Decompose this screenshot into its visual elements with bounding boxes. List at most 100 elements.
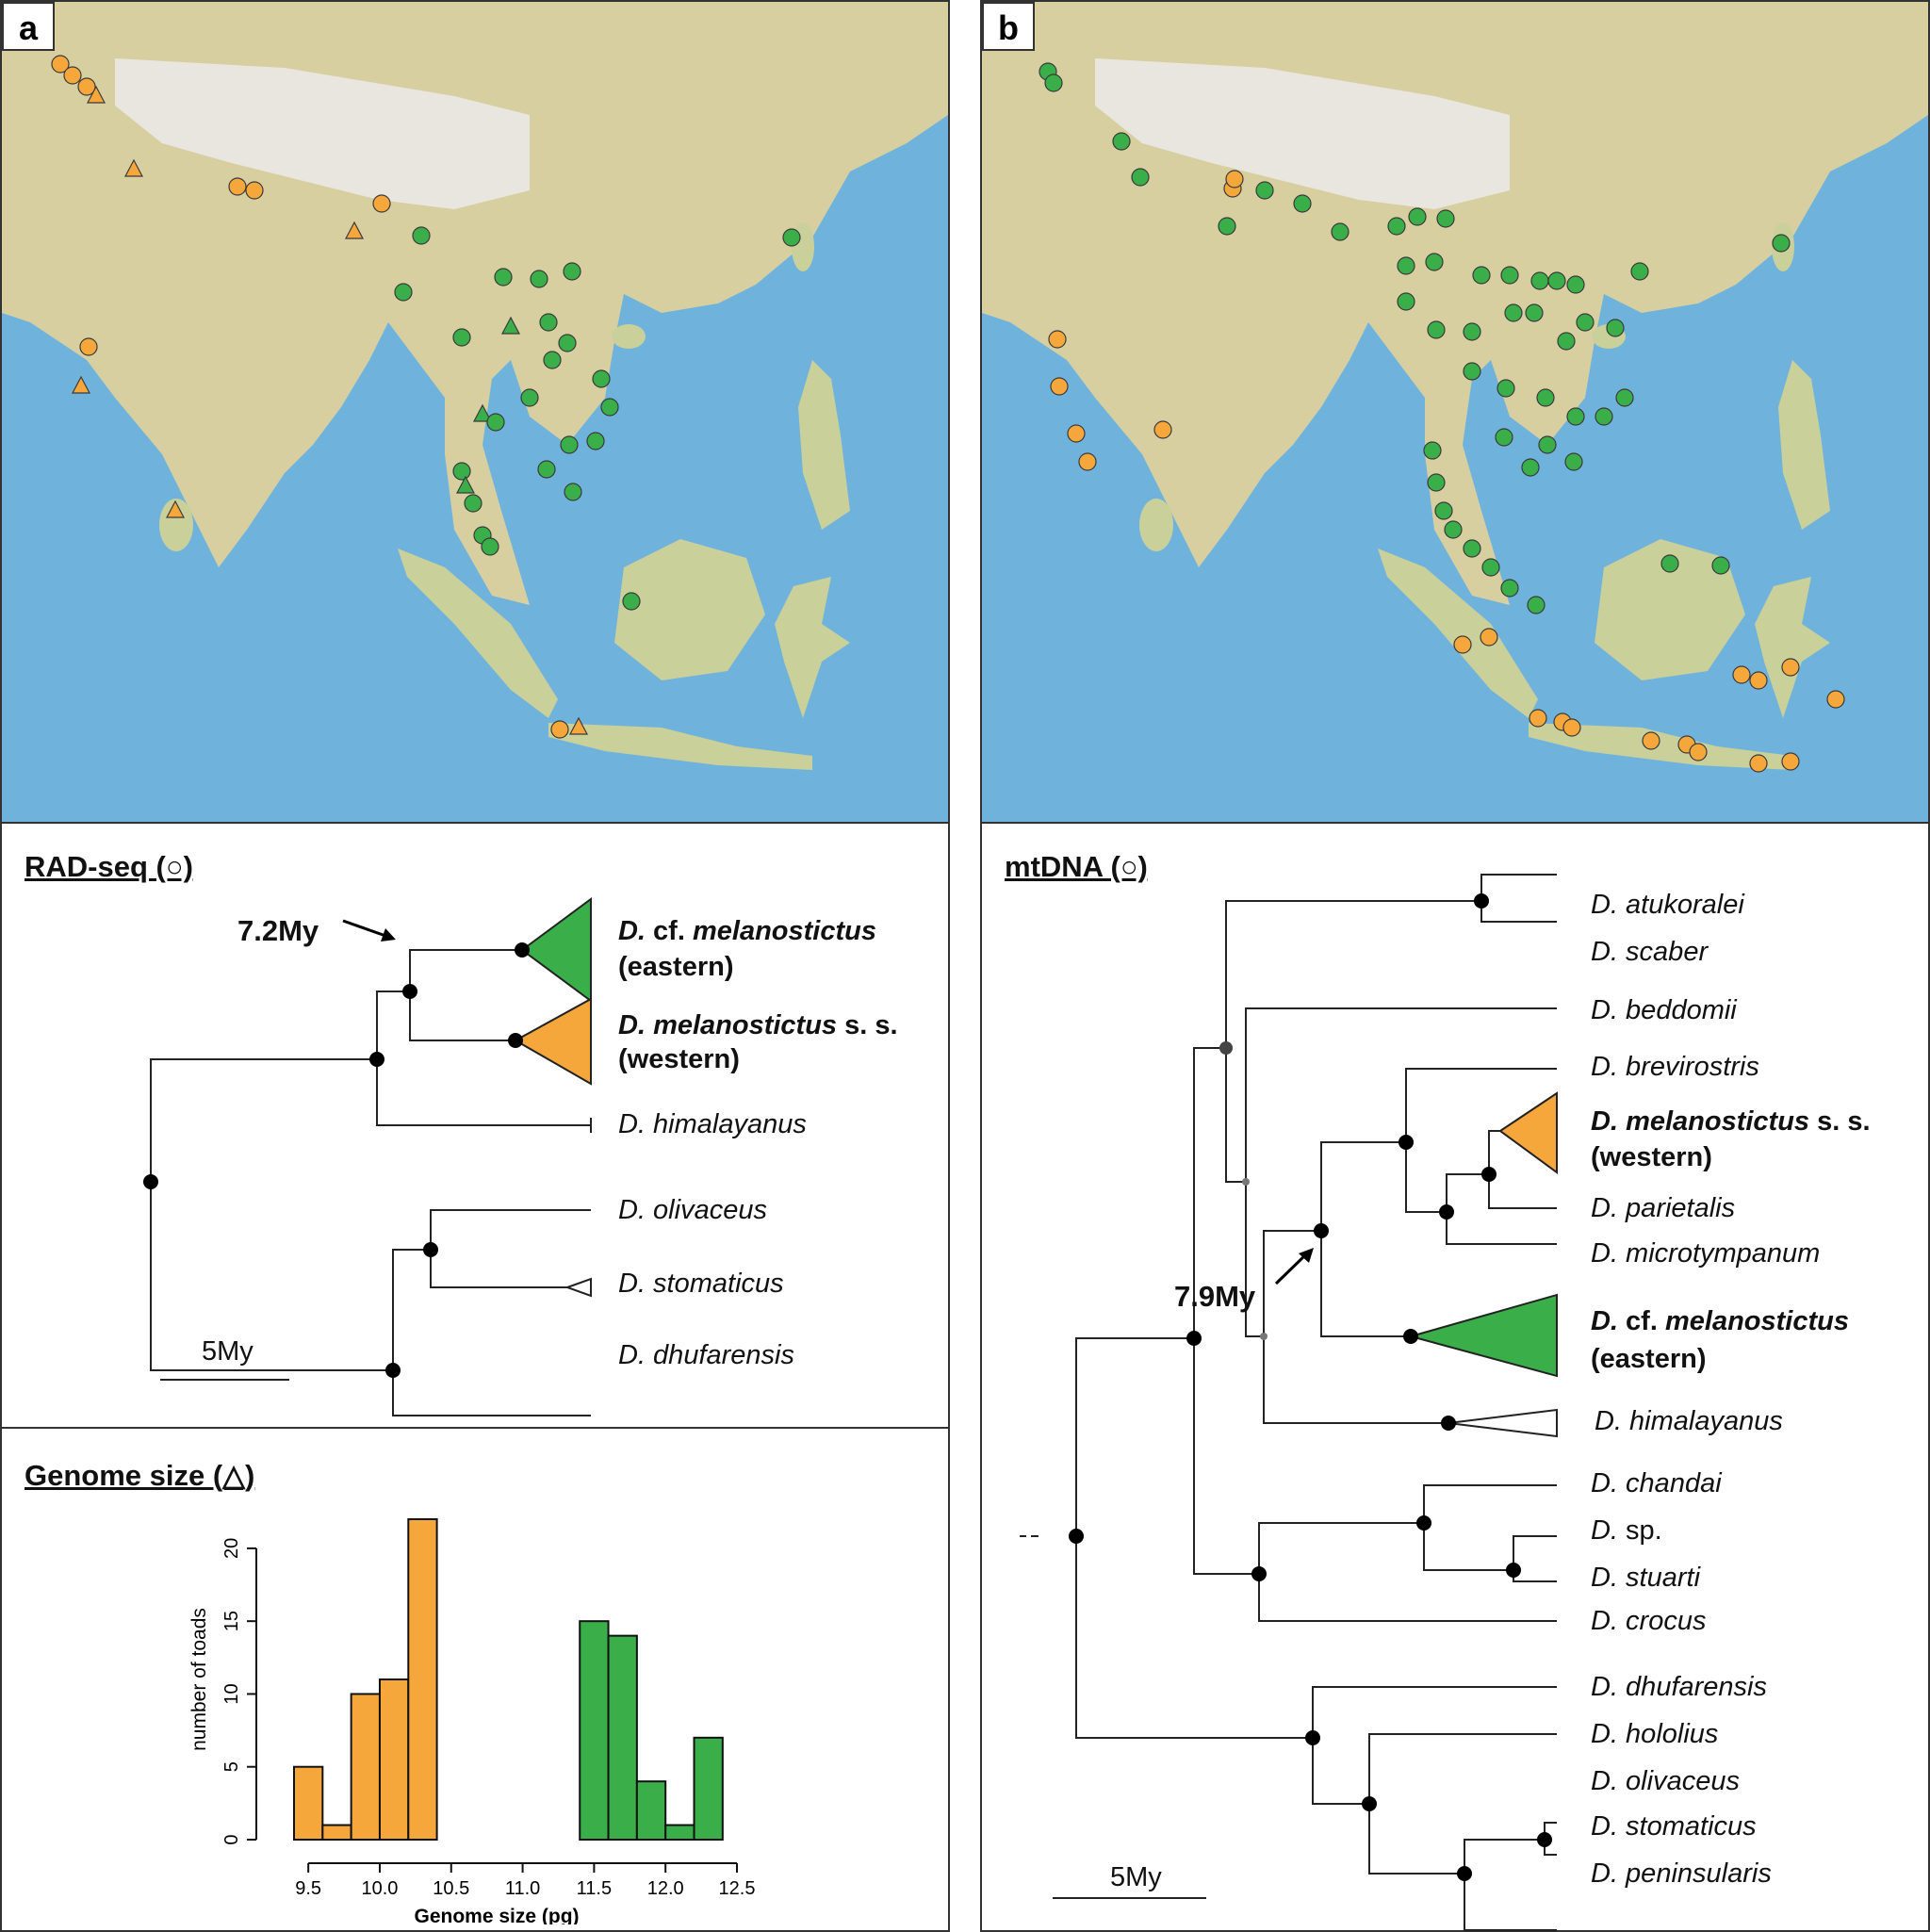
histogram-bar (350, 1693, 381, 1841)
rad-olivaceus: D. olivaceus (618, 1195, 767, 1225)
sample-point (1427, 473, 1446, 492)
mt-brevirostris: D. brevirostris (1591, 1052, 1759, 1082)
sample-point (1044, 74, 1063, 92)
sample-point (560, 435, 579, 454)
sample-point (1500, 579, 1519, 598)
sample-point (77, 77, 96, 96)
rad-eastern-clade (520, 897, 592, 1003)
sample-triangle (473, 403, 492, 422)
sample-point (622, 592, 641, 611)
panel-b: b mtDNA (○) (980, 0, 1930, 1932)
sample-point (412, 226, 431, 245)
mt-himalayanus-clade (1448, 1408, 1558, 1438)
land-srilanka (1139, 499, 1173, 551)
sample-point (1397, 256, 1415, 275)
y-tick-label: 15 (221, 1611, 242, 1631)
rad-eastern-note: (eastern) (618, 952, 734, 982)
sample-point (452, 328, 471, 347)
sample-point (1689, 743, 1708, 761)
sample-point (1749, 671, 1768, 690)
rad-western-label: D. melanostictus s. s. (618, 1010, 898, 1040)
map-b-svg (982, 2, 1928, 822)
land-borneo (614, 539, 765, 680)
sample-point (1660, 554, 1679, 573)
map-a-svg (2, 2, 948, 822)
mt-sp: D. sp. (1591, 1515, 1662, 1546)
sample-point (1642, 731, 1660, 750)
sample-point (550, 720, 569, 739)
panel-letter-a: a (2, 2, 55, 51)
sample-point (539, 313, 558, 332)
sample-point (1387, 217, 1406, 236)
rad-node-age: 7.2My (237, 914, 319, 947)
mt-eastern-note: (eastern) (1591, 1344, 1707, 1374)
land-borneo (1595, 539, 1745, 680)
mt-scaber: D. scaber (1591, 937, 1709, 967)
histogram-bar (407, 1518, 438, 1841)
sample-point (1397, 292, 1415, 311)
x-tick-label: 12.0 (647, 1878, 684, 1899)
sample-point (1434, 501, 1453, 520)
y-tick-label: 5 (221, 1761, 242, 1772)
sample-point (1048, 330, 1067, 349)
sample-point (1463, 322, 1481, 341)
histogram-bar (293, 1765, 324, 1841)
sample-point (1218, 217, 1236, 236)
sample-point (1557, 332, 1576, 351)
sample-point (1538, 435, 1557, 454)
histogram-bar (378, 1678, 410, 1841)
sample-point (452, 462, 471, 481)
divider (982, 822, 1928, 824)
sample-point (1606, 319, 1625, 337)
histogram-bar (321, 1824, 352, 1841)
sample-point (1826, 690, 1845, 709)
land-philippines (1778, 360, 1830, 530)
sample-point (1527, 596, 1546, 614)
sample-point (563, 262, 581, 281)
sample-point (1423, 441, 1442, 460)
divider (2, 1427, 948, 1429)
map-a: a (2, 2, 948, 822)
mt-title: mtDNA (○) (1005, 850, 1148, 883)
sample-point (394, 283, 413, 302)
sample-point (1427, 320, 1446, 339)
map-a-points (51, 55, 801, 739)
y-axis-label: number of toads (190, 1608, 210, 1751)
mt-node-age: 7.9My (1174, 1280, 1256, 1313)
mt-parietalis: D. parietalis (1591, 1193, 1736, 1223)
histogram-bar (607, 1634, 638, 1841)
sample-point (1595, 407, 1613, 426)
sample-point (600, 398, 619, 417)
map-b-points (1039, 62, 1845, 773)
sample-point (1504, 303, 1523, 322)
sample-point (79, 337, 98, 356)
sample-point (1481, 558, 1500, 577)
sample-point (782, 228, 801, 247)
sample-point (464, 494, 482, 513)
mt-atukoralei: D. atukoralei (1591, 890, 1744, 920)
divider (2, 822, 948, 824)
rad-western-note: (western) (618, 1044, 740, 1074)
sample-triangle (501, 316, 520, 335)
rad-stomaticus: D. stomaticus (618, 1269, 784, 1299)
sample-point (1564, 452, 1583, 471)
x-tick-label: 11.0 (505, 1878, 540, 1899)
sample-point (51, 55, 70, 74)
y-tick-label: 0 (221, 1834, 242, 1844)
sample-point (1463, 362, 1481, 381)
sample-triangle (345, 221, 364, 239)
mt-beddomii: D. beddomii (1591, 995, 1737, 1025)
mt-crocus: D. crocus (1591, 1606, 1707, 1636)
panel-a: a RAD-seq (○) 7.2My 5M (0, 0, 950, 1932)
sample-point (1576, 313, 1595, 332)
sample-triangle (124, 158, 143, 177)
rad-dhufarensis: D. dhufarensis (618, 1340, 794, 1370)
mt-chandai: D. chandai (1591, 1468, 1722, 1498)
sample-point (1480, 628, 1498, 647)
sample-triangle (87, 85, 106, 104)
sample-point (1131, 168, 1150, 187)
x-tick-label: 11.5 (577, 1878, 612, 1899)
sample-triangle (166, 499, 185, 518)
histogram-bar (693, 1736, 724, 1841)
sample-point (1536, 388, 1555, 407)
